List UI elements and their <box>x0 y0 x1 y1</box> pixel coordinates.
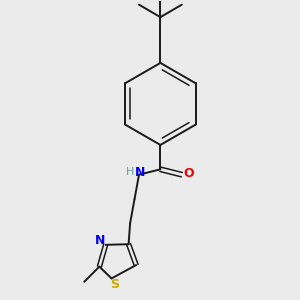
Text: N: N <box>95 234 106 247</box>
Text: H: H <box>126 167 134 177</box>
Text: O: O <box>183 167 194 180</box>
Text: S: S <box>111 278 120 292</box>
Text: N: N <box>134 167 145 179</box>
